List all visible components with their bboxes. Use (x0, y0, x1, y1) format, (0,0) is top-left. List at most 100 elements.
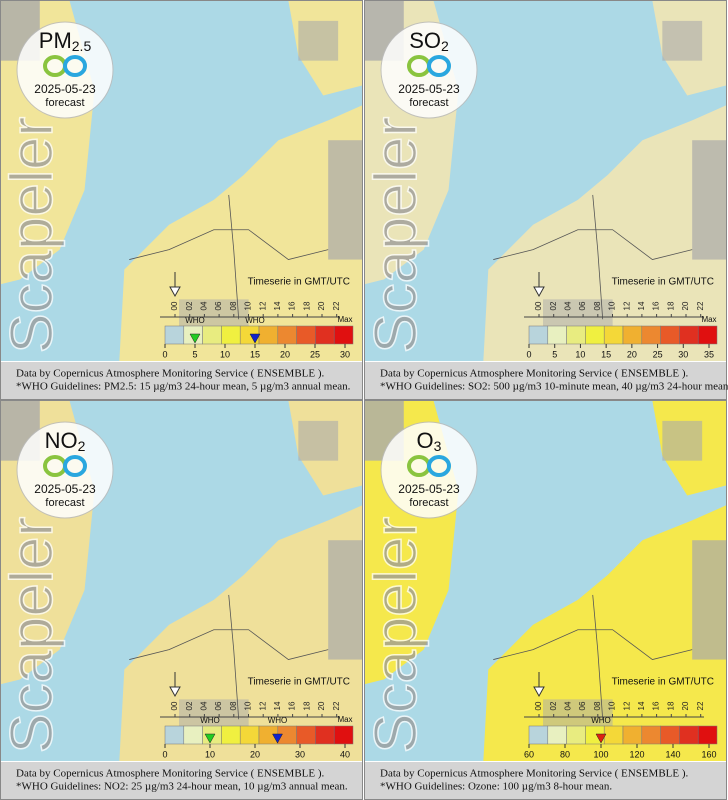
time-arrow-head (533, 286, 545, 298)
hour-label: 04 (564, 701, 573, 710)
scale-tick-label: 20 (250, 749, 260, 759)
pollutant: SO (409, 28, 441, 53)
date: 2025-05-23 (34, 482, 96, 496)
time-arrow-head (169, 686, 181, 698)
hour-label: 10 (244, 301, 253, 310)
footer-bg (0, 762, 362, 800)
scale-tick-label: 0 (162, 349, 167, 359)
status: forecast (45, 97, 84, 109)
brand: Scapeler (362, 517, 429, 754)
scale-segment (258, 325, 279, 345)
scale-segment (296, 325, 316, 345)
scale-segment (296, 725, 316, 745)
panel-border (0, 0, 363, 400)
scale-tick-label: 120 (629, 749, 644, 759)
hour-label: 22 (332, 301, 341, 310)
who-label: WHO (200, 716, 220, 725)
logo-right (63, 455, 87, 477)
scale-tick-label: 80 (560, 749, 570, 759)
scale-segment (528, 325, 549, 345)
who-label: WHO (185, 316, 205, 325)
hour-label: 02 (549, 301, 558, 310)
hour-label: 12 (622, 301, 631, 310)
status: forecast (45, 497, 84, 509)
scale-segment (315, 325, 335, 345)
hour-label: 06 (578, 301, 587, 310)
footer-line: *WHO Guidelines: Ozone: 100 µg/m3 8-hour… (380, 781, 612, 793)
scale-segment (164, 325, 185, 345)
timeserie-label: Timeserie in GMT/UTC (248, 677, 350, 688)
logo-right (427, 55, 451, 77)
scale-segment (333, 325, 354, 345)
hour-label: 06 (214, 301, 223, 310)
scale-tick-label: 15 (601, 349, 611, 359)
scale-segment (622, 325, 643, 345)
scale-segment (679, 725, 699, 745)
scale-segment (603, 725, 624, 745)
hour-label: 14 (637, 701, 646, 710)
who-marker (249, 333, 261, 344)
scale-tick-label: 100 (593, 749, 608, 759)
pollutant-name: O3 (417, 428, 442, 454)
hour-label: 10 (608, 701, 617, 710)
scale-tick-label: 0 (162, 749, 167, 759)
scale-tick-label: 5 (192, 349, 197, 359)
scale-segment (660, 325, 680, 345)
who-label: WHO (245, 316, 265, 325)
footer-line: Data by Copernicus Atmosphere Monitoring… (16, 768, 325, 780)
hour-label: 18 (666, 701, 675, 710)
who-marker (189, 333, 201, 344)
timeserie-label: Timeserie in GMT/UTC (612, 277, 714, 288)
brand: Scapeler (0, 517, 65, 754)
hour-label: 08 (593, 301, 602, 310)
hour-label: 12 (258, 701, 267, 710)
footer-bg (364, 362, 726, 400)
hour-label: 06 (214, 701, 223, 710)
hour-label: 12 (622, 701, 631, 710)
timeserie-label: Timeserie in GMT/UTC (612, 677, 714, 688)
scale-segment (641, 725, 661, 745)
scale-segment (547, 725, 567, 745)
hour-label: 22 (696, 301, 705, 310)
date: 2025-05-23 (34, 82, 96, 96)
scale-tick-label: 10 (220, 349, 230, 359)
footer-line: Data by Copernicus Atmosphere Monitoring… (380, 768, 689, 780)
hour-label: 00 (534, 301, 543, 310)
hour-label: 02 (185, 301, 194, 310)
hour-label: 22 (696, 701, 705, 710)
hour-label: 02 (185, 701, 194, 710)
scale-tick-label: 20 (627, 349, 637, 359)
hour-label: 08 (229, 701, 238, 710)
hour-label: 04 (200, 701, 209, 710)
hour-label: 16 (288, 301, 297, 310)
scale-end-label: Max (701, 315, 716, 324)
hour-label: 10 (608, 301, 617, 310)
panel-border (364, 0, 727, 400)
scale-tick-label: 140 (665, 749, 680, 759)
scale-tick-label: 30 (295, 749, 305, 759)
scale-segment (547, 325, 567, 345)
hour-label: 20 (317, 701, 326, 710)
scale-tick-label: 25 (310, 349, 320, 359)
hour-label: 16 (652, 701, 661, 710)
scale-segment (221, 725, 241, 745)
who-marker (204, 733, 216, 744)
who-marker (272, 733, 283, 744)
hour-label: 04 (200, 301, 209, 310)
scale-tick-label: 10 (575, 349, 585, 359)
hour-label: 00 (170, 301, 179, 310)
scale-segment (164, 725, 185, 745)
pollutant-name: SO2 (409, 28, 449, 54)
scale-segment (603, 325, 624, 345)
date: 2025-05-23 (398, 482, 460, 496)
hour-label: 14 (273, 301, 282, 310)
scale-tick-label: 60 (524, 749, 534, 759)
scale-end-label: Max (337, 315, 352, 324)
hour-label: 12 (258, 301, 267, 310)
who-label: WHO (268, 716, 288, 725)
hour-label: 20 (681, 301, 690, 310)
